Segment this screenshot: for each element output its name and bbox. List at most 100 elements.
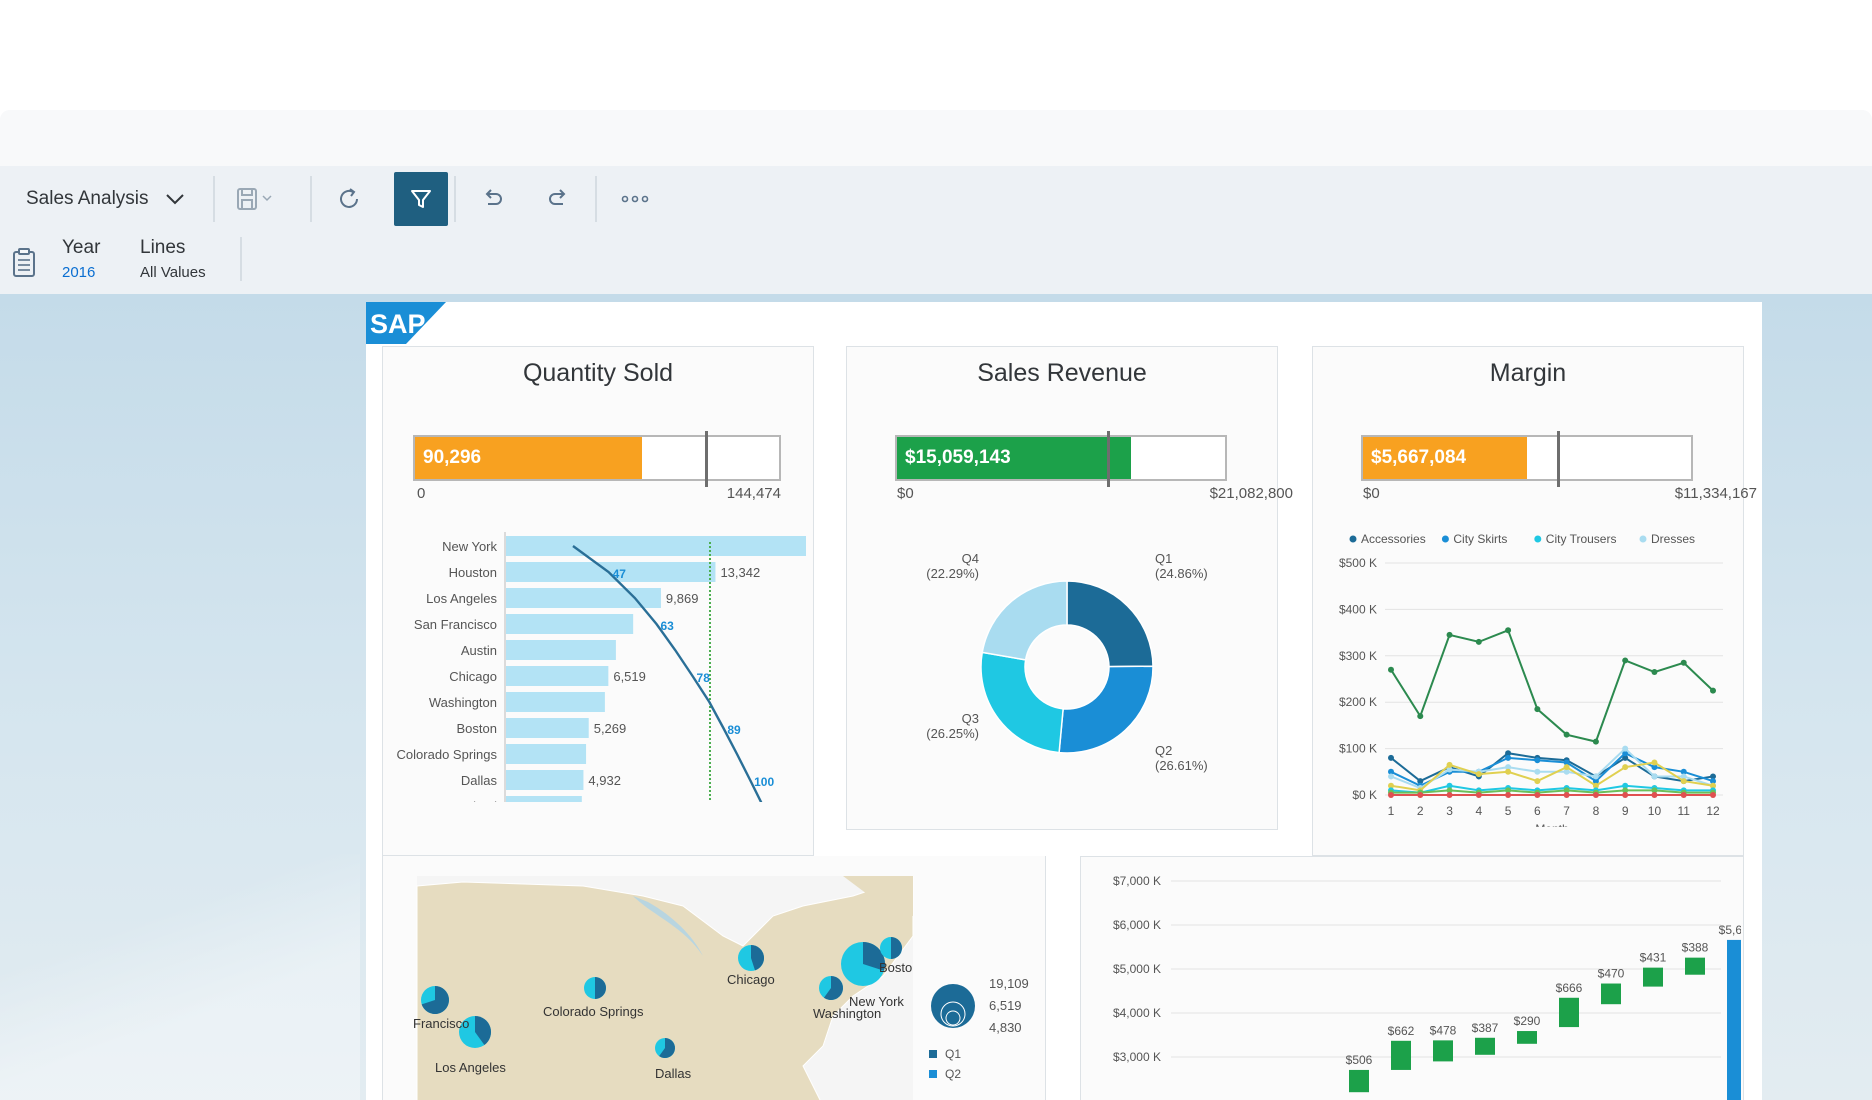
slice-percent-label: (22.29%)	[926, 566, 979, 581]
series-point	[1388, 768, 1394, 775]
margin-card[interactable]: Margin $5,667,084 $0 $11,334,167 Accesso…	[1312, 346, 1757, 856]
size-legend-large	[931, 984, 975, 1028]
donut-slice	[980, 651, 1064, 754]
series-point	[1651, 792, 1658, 798]
undo-icon	[485, 189, 502, 205]
legend-marker	[1441, 535, 1449, 543]
y-tick-label: $6,000 K	[1113, 918, 1161, 932]
sales-revenue-card[interactable]: Sales Revenue $15,059,143 $0 $21,082,800…	[846, 346, 1293, 830]
y-tick-label: $0 K	[1352, 788, 1377, 802]
redo-button[interactable]	[531, 172, 585, 226]
location-label: Bosto	[879, 960, 912, 975]
slice-percent-label: (26.25%)	[926, 726, 979, 741]
bar	[506, 744, 587, 764]
location-bubble-slice	[823, 976, 844, 1000]
save-icon	[237, 188, 272, 210]
refresh-button[interactable]	[322, 172, 376, 226]
waterfall-card[interactable]: $3,000 K $4,000 K $5,000 K $6,000 K $7,000 K…	[1080, 856, 1744, 1100]
window-titlebar	[0, 110, 1872, 166]
toolbar-separator	[213, 176, 215, 222]
category-label: Colorado Springs	[397, 747, 498, 762]
pareto-label: 78	[697, 671, 711, 685]
bar	[506, 796, 582, 802]
svg-text:SAP: SAP	[370, 309, 426, 339]
bar	[506, 718, 589, 738]
series-point	[1563, 731, 1570, 738]
sales-geo-map[interactable]: Francisco Los Angeles Colorado Springs Chic…	[383, 876, 1043, 1100]
category-label: Dallas	[461, 773, 498, 788]
bar	[506, 640, 616, 660]
series-line	[1390, 752, 1714, 787]
waterfall-step	[1685, 957, 1705, 975]
series-point	[1710, 773, 1716, 780]
geo-map-card[interactable]: Francisco Los Angeles Colorado Springs Chic…	[382, 856, 1046, 1100]
series-point	[1592, 792, 1599, 798]
bar	[506, 666, 609, 686]
filter-button[interactable]	[394, 172, 448, 226]
slice-label: Q4	[962, 551, 979, 566]
filter-separator	[240, 237, 242, 281]
size-legend-mid	[940, 1001, 966, 1027]
calendar-filter-icon[interactable]	[12, 248, 36, 278]
series-point	[1446, 761, 1453, 768]
series-point	[1563, 792, 1570, 798]
slice-percent-label: (24.86%)	[1155, 566, 1208, 581]
legend-label: City Skirts	[1453, 532, 1507, 546]
waterfall-total	[1727, 939, 1741, 1100]
series-point	[1563, 787, 1570, 794]
total-label: $5,661	[1719, 923, 1741, 937]
location-bubble-slice	[421, 986, 449, 1014]
series-point	[1622, 764, 1629, 771]
series-point	[1475, 771, 1482, 778]
series-point	[1592, 738, 1599, 745]
revenue-by-quarter-donut[interactable]: Q1(24.86%) Q2(26.61%) Q3(26.25%) Q4(22.29%)	[887, 547, 1247, 787]
location-bubble-slice	[595, 977, 606, 999]
x-tick-label: 8	[1593, 804, 1600, 818]
quantity-sold-title: Quantity Sold	[522, 359, 674, 387]
x-tick-label: 10	[1648, 804, 1662, 818]
more-button[interactable]	[608, 172, 662, 226]
category-label: Austin	[461, 643, 497, 658]
story-title-dropdown[interactable]: Sales Analysis	[26, 166, 185, 232]
waterfall-step	[1517, 1031, 1537, 1044]
data-label: 9,869	[666, 591, 699, 606]
margin-by-month-line-chart[interactable]: Accessories City Skirts City Trousers Dress…	[1313, 527, 1743, 827]
step-label: $666	[1556, 981, 1583, 995]
waterfall-step	[1643, 967, 1663, 987]
location-bubble-slice	[863, 942, 885, 971]
save-button[interactable]	[228, 172, 282, 226]
series-point	[1710, 778, 1716, 785]
series-point	[1505, 792, 1512, 798]
series-point	[1651, 669, 1658, 676]
quantity-by-city-chart[interactable]: New York Houston 13,342 Los Angeles 9,869 San…	[383, 532, 813, 802]
toolbar-separator	[595, 176, 597, 222]
series-point	[1417, 778, 1424, 785]
revenue-bullet-target	[1107, 431, 1111, 487]
undo-button[interactable]	[466, 172, 520, 226]
step-label: $478	[1430, 1023, 1457, 1037]
series-line	[1390, 784, 1713, 794]
revenue-max: $21,082,800	[1209, 485, 1293, 502]
filter-lines-label: Lines	[140, 237, 186, 258]
series-point	[1534, 778, 1541, 785]
x-tick-label: 2	[1417, 804, 1424, 818]
bar	[506, 770, 584, 790]
location-bubble-slice	[659, 1038, 676, 1058]
slice-percent-label: (26.61%)	[1155, 758, 1208, 773]
redo-icon	[549, 189, 566, 205]
quantity-sold-card[interactable]: Quantity Sold 90,296 0 144,474 New York H…	[382, 346, 814, 856]
series-point	[1563, 768, 1570, 775]
series-point	[1388, 773, 1394, 780]
series-point	[1622, 792, 1629, 798]
revenue-waterfall-chart[interactable]: $3,000 K $4,000 K $5,000 K $6,000 K $7,000 K…	[1081, 857, 1741, 1100]
location-label: Los Angeles	[435, 1060, 506, 1075]
series-point	[1417, 792, 1424, 798]
series-point	[1592, 778, 1599, 785]
chevron-down-icon	[165, 194, 184, 205]
margin-bullet-fill	[1363, 437, 1527, 479]
series-point	[1388, 666, 1394, 673]
more-icon	[621, 195, 649, 203]
series-point	[1534, 768, 1541, 775]
location-label: Washington	[813, 1006, 881, 1021]
location-label: Dallas	[655, 1066, 692, 1081]
